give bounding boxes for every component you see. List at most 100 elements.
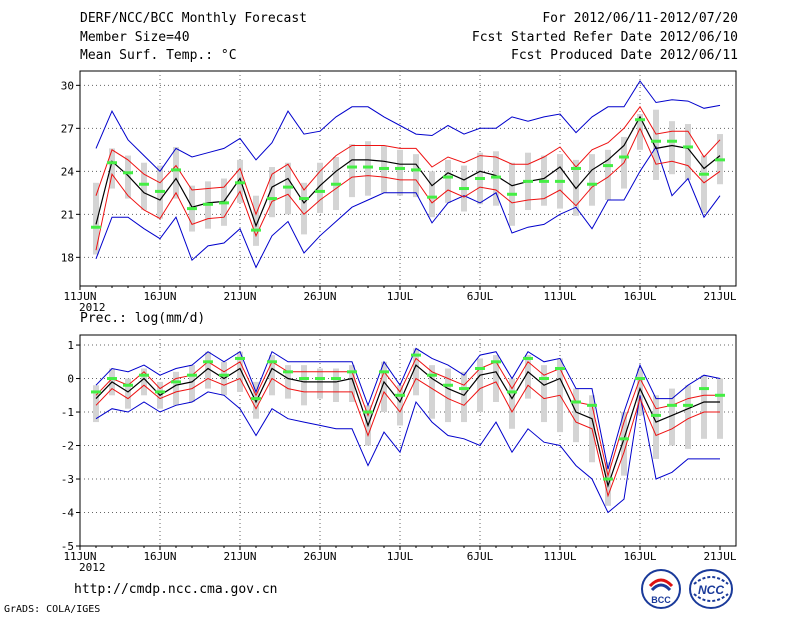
p2-x-tick-label: 16JUN — [143, 550, 176, 563]
p2-min-line — [95, 391, 720, 514]
p1-spread-box — [317, 162, 323, 213]
p1-x-tick-label: 21JUN — [223, 290, 256, 303]
p2-spread-box — [509, 378, 515, 429]
p2-x-tick-label: 26JUN — [303, 550, 336, 563]
forecast-period: For 2012/06/11-2012/07/20 — [542, 11, 738, 26]
p2-spread-box — [445, 368, 451, 423]
p2-y-tick-label: -1 — [61, 406, 74, 419]
p1-x-tick-label: 1JUL — [387, 290, 414, 303]
p1-max-line — [95, 145, 721, 269]
p1-y-tick-label: 18 — [61, 251, 74, 264]
ncc-logo: NCC — [689, 569, 733, 609]
p2-max-line — [95, 347, 721, 470]
p1-spread-box — [669, 121, 675, 175]
p1-x-tick-label: 11JUL — [543, 290, 576, 303]
p2-plot-frame — [79, 334, 737, 547]
p2-spread-box — [173, 371, 179, 406]
p2-spread-box — [701, 375, 707, 439]
p1-spread-box — [429, 171, 435, 218]
p1-spread-box — [141, 162, 147, 211]
p2-spread-box — [253, 381, 259, 419]
p1-p75-line — [95, 105, 721, 216]
p2-spread-box — [413, 348, 419, 396]
p2-spread-box — [397, 385, 403, 426]
p1-spread-box — [605, 149, 611, 200]
p1-spread-box — [109, 148, 115, 189]
p2-x-year-label: 2012 — [79, 561, 106, 574]
p2-y-tick-label: 0 — [67, 373, 74, 386]
p2-spread-box — [685, 385, 691, 449]
p2-x-tick-label: 1JUL — [387, 550, 414, 563]
p2-x-tick-label: 21JUL — [703, 550, 736, 563]
p2-spread-box — [573, 388, 579, 443]
p2-spread-box — [189, 365, 195, 402]
p1-min-line — [95, 80, 721, 173]
p1-x-tick-label: 16JUL — [623, 290, 656, 303]
p1-x-tick-label: 11JUN — [63, 290, 96, 303]
bcc-logo-text: BCC — [651, 595, 671, 605]
p2-spread-box — [461, 371, 467, 423]
p1-y-tick-label: 27 — [61, 122, 74, 135]
p2-spread-box — [525, 355, 531, 399]
p2-x-tick-label: 11JUL — [543, 550, 576, 563]
p1-x-tick-label: 26JUN — [303, 290, 336, 303]
started-refer-date: Fcst Started Refer Date 2012/06/10 — [471, 30, 738, 45]
p2-x-tick-label: 16JUL — [623, 550, 656, 563]
source-url[interactable]: http://cmdp.ncc.cma.gov.cn — [74, 582, 278, 597]
p1-y-tick-label: 21 — [61, 208, 74, 221]
p2-spread-box — [301, 365, 307, 406]
p1-spread-box — [413, 154, 419, 198]
p2-spread-box — [125, 378, 131, 409]
p1-median-line — [95, 115, 721, 228]
p1-p25-line — [95, 127, 721, 251]
p2-spread-box — [317, 368, 323, 399]
p1-spread-box — [637, 114, 643, 150]
p2-median-line — [95, 364, 720, 488]
prec-panel-title: Prec.: log(mm/d) — [80, 311, 205, 326]
p2-spread-box — [269, 355, 275, 396]
p2-x-tick-label: 11JUN — [63, 550, 96, 563]
p1-spread-box — [269, 167, 275, 218]
p2-spread-box — [493, 355, 499, 402]
p2-spread-box — [205, 351, 211, 389]
p1-spread-box — [125, 155, 131, 199]
p1-spread-box — [349, 144, 355, 198]
p2-spread-box — [669, 388, 675, 446]
p2-x-tick-label: 21JUN — [223, 550, 256, 563]
p1-x-year-label: 2012 — [79, 301, 106, 314]
p2-p25-line — [95, 377, 720, 498]
bcc-logo: BCC — [641, 569, 681, 609]
p2-spread-box — [333, 368, 339, 402]
p1-spread-box — [653, 109, 659, 180]
p1-spread-box — [445, 159, 451, 203]
p2-spread-box — [621, 412, 627, 476]
p1-spread-box — [253, 195, 259, 246]
p2-spread-box — [141, 368, 147, 396]
p2-spread-box — [93, 385, 99, 423]
p2-spread-box — [477, 358, 483, 413]
p1-spread-box — [93, 182, 99, 255]
ncc-logo-text: NCC — [698, 583, 724, 597]
p1-spread-box — [701, 155, 707, 213]
produced-date: Fcst Produced Date 2012/06/11 — [511, 48, 738, 63]
grads-credit: GrADS: COLA/IGES — [4, 604, 101, 615]
p2-y-tick-label: -5 — [61, 540, 74, 553]
p2-spread-box — [237, 351, 243, 392]
p1-spread-box — [173, 146, 179, 199]
p2-y-tick-label: -2 — [61, 440, 74, 453]
p1-plot-frame — [79, 70, 737, 287]
member-size: Member Size=40 — [80, 30, 190, 45]
p1-x-tick-label: 16JUN — [143, 290, 176, 303]
p1-spread-box — [589, 154, 595, 206]
p2-x-tick-label: 6JUL — [467, 550, 494, 563]
p2-spread-box — [381, 361, 387, 413]
p1-spread-box — [301, 182, 307, 235]
p1-spread-box — [397, 149, 403, 196]
p2-y-tick-label: 1 — [67, 339, 74, 352]
p1-y-tick-label: 24 — [61, 165, 75, 178]
variable-label: Mean Surf. Temp.: °C — [80, 48, 237, 63]
p2-p75-line — [95, 357, 720, 478]
p1-x-tick-label: 21JUL — [703, 290, 736, 303]
p2-spread-box — [429, 365, 435, 419]
